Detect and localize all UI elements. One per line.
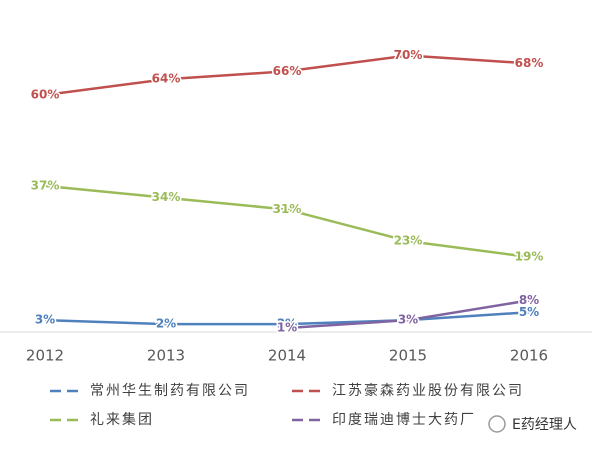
watermark: E药经理人 — [488, 415, 577, 433]
legend-label: 常州华生制药有限公司 — [90, 383, 250, 399]
x-tick-label: 2015 — [389, 347, 427, 365]
watermark-text: E药经理人 — [512, 417, 577, 433]
data-label: 3% — [398, 313, 418, 327]
data-label: 34% — [152, 190, 181, 204]
data-label: 37% — [31, 178, 60, 192]
series-line — [44, 311, 530, 326]
data-label: 70% — [394, 48, 423, 62]
series-line — [44, 184, 530, 259]
data-label: 31% — [273, 202, 302, 216]
data-label: 1% — [277, 321, 297, 335]
legend-label: 印度瑞迪博士大药厂 — [332, 411, 476, 428]
data-label: 64% — [152, 72, 181, 86]
watermark-icon — [488, 415, 506, 433]
data-label: 3% — [398, 313, 418, 327]
data-label: 2% — [277, 317, 297, 331]
data-label: 19% — [515, 249, 544, 263]
x-tick-label: 2014 — [268, 347, 306, 365]
data-label: 5% — [519, 305, 539, 319]
data-label: 2% — [156, 317, 176, 331]
legend-label: 江苏豪森药业股份有限公司 — [332, 383, 524, 399]
data-label: 60% — [31, 88, 60, 102]
x-tick-label: 2012 — [26, 347, 64, 365]
data-label: 3% — [35, 313, 55, 327]
x-tick-label: 2016 — [510, 347, 548, 365]
series-line — [44, 54, 530, 97]
data-label: 66% — [273, 64, 302, 78]
legend-label: 礼来集团 — [90, 411, 154, 428]
data-label: 23% — [394, 234, 423, 248]
data-label: 68% — [515, 56, 544, 70]
x-tick-label: 2013 — [147, 347, 185, 365]
data-label: 8% — [519, 293, 539, 307]
series-line — [286, 299, 530, 330]
